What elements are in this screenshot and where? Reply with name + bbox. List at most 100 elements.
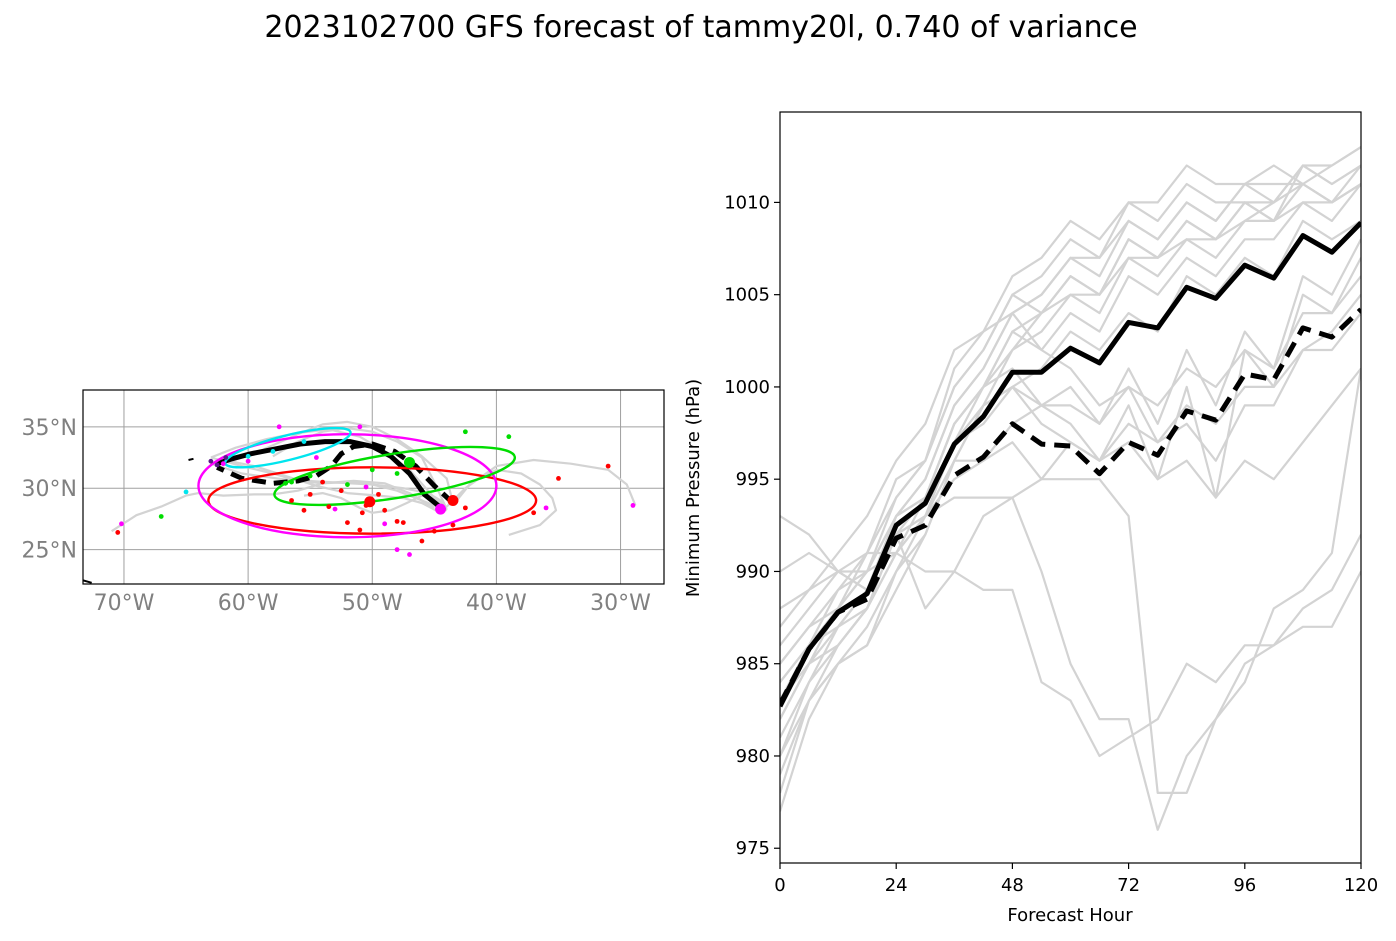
y-axis-label: Minimum Pressure (hPa) [683,379,704,597]
map-lon-tick-label: 60°W [218,591,279,616]
point-cyan [183,489,189,495]
pressure-frame [779,111,1362,864]
x-tick-label: 48 [1001,875,1024,896]
mean-pressure-line [780,220,1361,708]
point-magenta [543,505,549,511]
track-points [115,424,636,557]
x-tick-label: 120 [1344,875,1378,896]
point-magenta [363,484,369,490]
x-tick-label: 72 [1117,875,1140,896]
point-red [394,518,400,524]
pressure-ticks: 0 24 48 72 96 120 975 980 985 990 995 1000 1005 1010 [724,192,1378,896]
point-green [345,482,350,487]
point-purple [208,458,214,464]
y-tick-label: 1000 [724,377,770,398]
ensemble-pressure-line [780,294,1361,628]
point-red [605,463,611,469]
x-tick-label: 96 [1233,875,1256,896]
point-magenta [332,506,338,512]
point-green [282,480,288,486]
ensemble-pressure-line [780,164,1361,794]
map-gridlines [83,390,664,584]
ensemble-pressure-line [780,367,1361,665]
point-red [556,476,561,481]
ellipse-red [207,466,538,535]
point-red [450,522,456,528]
point-magenta [357,424,363,430]
point-magenta [119,521,124,527]
big-point-magenta [435,503,447,515]
point-cyan [270,448,276,454]
map-lat-tick-label: 35°N [22,416,77,441]
point-red [431,528,437,534]
point-cyan [301,439,307,444]
y-tick-label: 990 [736,561,770,582]
point-red [376,491,381,497]
big-point-red [364,496,376,508]
coastline-fragment [83,579,92,584]
ensemble-pressure-line [780,219,1361,702]
ensemble-pressure-line [780,496,1361,831]
ensemble-track [223,458,442,514]
point-magenta [394,547,400,553]
coastline-fragment [188,457,194,461]
ensemble-pressure-line [780,182,1361,646]
ensemble-pressure-line [780,146,1361,775]
ellipse-green [273,445,517,507]
y-tick-label: 980 [736,746,770,767]
big-point-red [447,495,459,507]
dashed-pressure-line [780,307,1361,706]
point-green [307,473,313,479]
ensemble-pressure-line [780,183,1361,757]
x-axis-label: Forecast Hour [1007,905,1133,926]
ensemble-pressure-line [780,164,1361,757]
point-red [326,504,332,510]
y-tick-label: 1005 [724,285,770,306]
point-red [115,530,121,535]
y-tick-label: 985 [736,654,770,675]
point-red [345,520,350,526]
point-cyan [245,453,251,459]
map-lon-tick-label: 70°W [94,591,155,616]
ensemble-track [210,428,446,510]
map-lon-tick-label: 40°W [466,591,527,616]
point-red [307,491,313,497]
point-magenta [313,455,319,460]
point-purple [214,462,220,468]
y-tick-label: 975 [736,838,770,859]
big-point-green [404,456,416,468]
point-red [289,498,294,503]
ensemble-pressure-line [780,238,1361,812]
map-lat-tick-label: 25°N [22,539,77,564]
point-red [357,527,363,533]
x-tick-label: 0 [774,875,785,896]
point-green [462,429,468,435]
y-tick-label: 995 [736,469,770,490]
point-green [158,514,164,519]
map-lon-tick-label: 50°W [342,591,403,616]
map-lat-tick-label: 30°N [22,477,77,502]
ensemble-pressure-line [780,146,1361,683]
point-red [320,479,326,485]
x-tick-label: 24 [885,875,908,896]
map-tick-labels: 70°W 60°W 50°W 40°W 30°W 25°N 30°N 35°N [22,416,652,616]
ensemble-track [272,427,448,510]
point-red [301,507,307,513]
pressure-series [780,146,1361,831]
point-magenta [382,521,388,527]
point-red [400,520,406,526]
point-red [382,507,388,513]
point-red [462,505,468,511]
ellipse-magenta [197,433,498,539]
point-green [369,467,375,473]
point-red [359,510,365,516]
point-magenta [276,424,282,430]
ensemble-track [111,481,448,533]
mean-track-dashed [216,441,455,505]
point-red [419,538,425,544]
point-red [531,510,537,516]
point-green [506,434,512,440]
figure-title: 2023102700 GFS forecast of tammy20l, 0.7… [264,10,1138,45]
point-red [338,488,344,494]
